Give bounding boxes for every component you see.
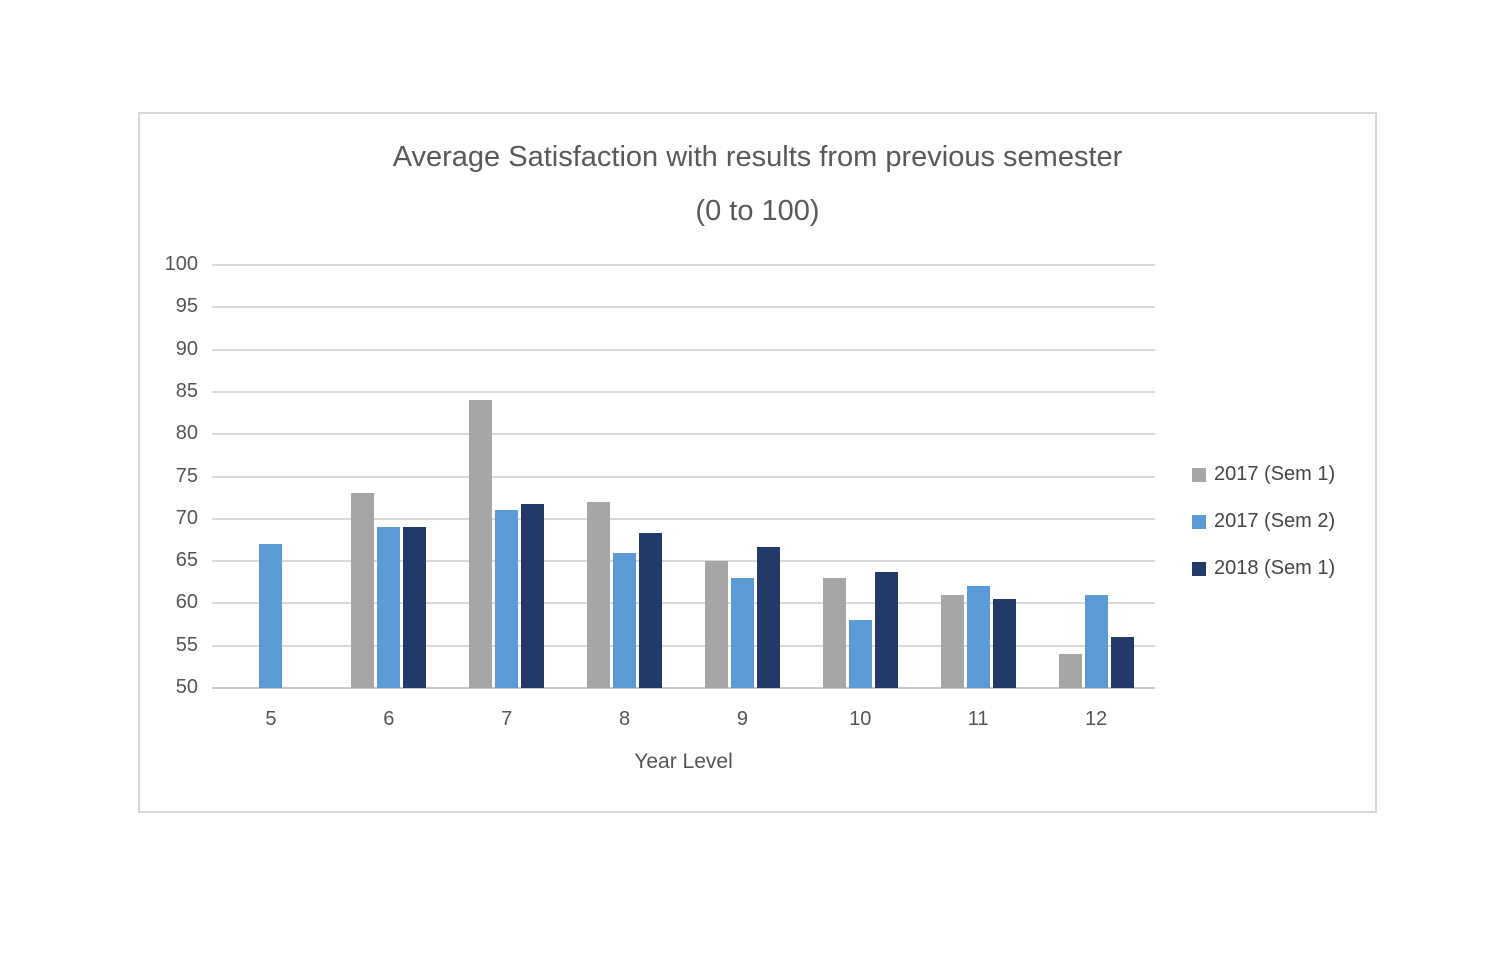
legend-item: 2018 (Sem 1): [1192, 545, 1335, 592]
bar-2017-sem-2--year-10: [848, 620, 872, 688]
gridline: [212, 644, 1155, 647]
y-tick-label: 95: [175, 295, 198, 318]
x-tick-label: 12: [1084, 708, 1108, 730]
legend-item: 2017 (Sem 2): [1192, 498, 1335, 545]
bar-2018-sem-1--year-8: [639, 533, 663, 688]
bar-2018-sem-1--year-9: [756, 546, 780, 688]
chart-title: Average Satisfaction with results from p…: [392, 141, 1123, 173]
y-tick-label: 50: [175, 676, 198, 698]
y-tick-label: 80: [175, 422, 198, 445]
x-tick-label: 9: [736, 708, 748, 730]
y-tick-label: 100: [164, 253, 198, 275]
bar-2017-sem-2--year-12: [1084, 594, 1108, 688]
chart-subtitle: (0 to 100): [695, 195, 820, 227]
bar-2017-sem-1--year-9: [704, 561, 728, 688]
x-tick-label: 6: [383, 708, 395, 730]
x-tick-label: 11: [967, 708, 989, 730]
x-tick-label: 10: [849, 708, 872, 730]
y-tick-label: 60: [175, 591, 198, 614]
bar-2018-sem-1--year-6: [403, 527, 427, 688]
bar-2018-sem-1--year-12: [1110, 637, 1134, 688]
legend-swatch-icon: [1192, 514, 1206, 529]
bar-2017-sem-2--year-11: [966, 586, 990, 688]
gridline: [212, 475, 1155, 478]
bar-2018-sem-1--year-11: [992, 599, 1016, 688]
bar-2018-sem-1--year-7: [521, 504, 545, 688]
bar-2017-sem-1--year-10: [822, 578, 846, 688]
gridline: [212, 517, 1155, 520]
legend-label: 2017 (Sem 1): [1214, 463, 1336, 485]
bar-2017-sem-1--year-11: [940, 594, 964, 688]
bar-2017-sem-1--year-7: [469, 400, 493, 688]
x-tick-label: 8: [619, 708, 631, 730]
gridline: [212, 433, 1155, 436]
x-tick-label: 7: [501, 708, 513, 730]
legend-item: 2017 (Sem 1): [1192, 451, 1335, 498]
bar-2017-sem-2--year-9: [730, 578, 754, 688]
gridline: [212, 390, 1155, 393]
gridline: [212, 560, 1155, 563]
x-axis-title: Year Level: [634, 750, 733, 773]
y-tick-label: 85: [175, 379, 198, 402]
gridline: [212, 306, 1155, 309]
bar-2017-sem-2--year-8: [613, 552, 637, 688]
bar-2017-sem-1--year-6: [351, 493, 375, 688]
legend-swatch-icon: [1192, 467, 1206, 482]
plot-area: 100 95 90 85 80 75 70 65 60 55 50 5 6 7 8 9 10 11 12: [165, 253, 1155, 730]
y-tick-label: 55: [175, 633, 198, 656]
y-tick-label: 70: [175, 506, 198, 529]
legend-label: 2018 (Sem 1): [1214, 557, 1336, 579]
gridline: [212, 348, 1155, 351]
gridline: [212, 602, 1155, 605]
y-tick-label: 65: [175, 549, 198, 572]
bar-2017-sem-1--year-12: [1058, 654, 1082, 688]
x-tick-label: 5: [265, 708, 277, 730]
gridline: [212, 264, 1155, 266]
bar-2018-sem-1--year-10: [874, 572, 898, 688]
x-axis-line: [212, 687, 1155, 689]
y-tick-label: 75: [175, 464, 198, 487]
chart-frame: Average Satisfaction with results from p…: [138, 112, 1377, 813]
bar-2017-sem-1--year-8: [587, 501, 611, 688]
bar-2017-sem-2--year-7: [495, 510, 519, 688]
y-tick-label: 90: [175, 337, 198, 360]
legend-swatch-icon: [1192, 561, 1206, 576]
legend-label: 2017 (Sem 2): [1214, 510, 1336, 532]
bar-2017-sem-2--year-5: [259, 544, 283, 688]
bar-2017-sem-2--year-6: [377, 527, 401, 688]
legend: 2017 (Sem 1) 2017 (Sem 2) 2018 (Sem 1): [1192, 451, 1335, 592]
